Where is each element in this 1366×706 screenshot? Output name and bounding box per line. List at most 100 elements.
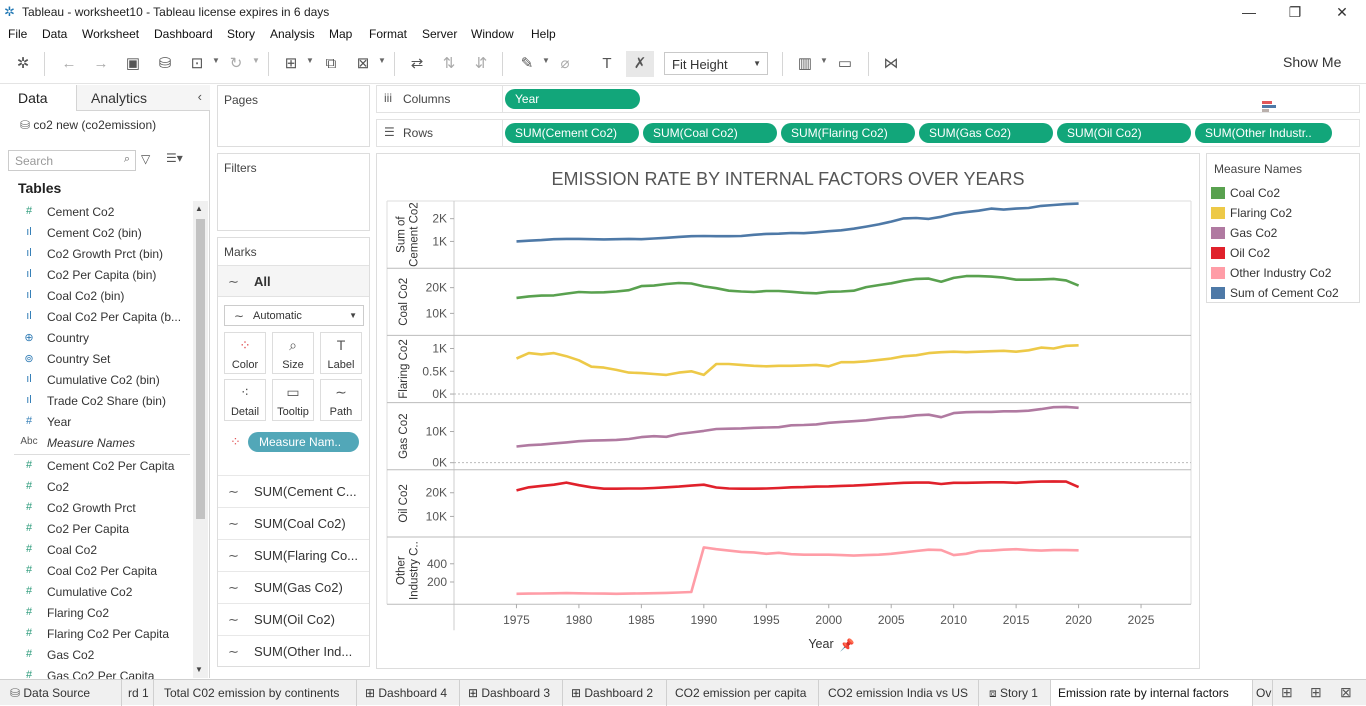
measure-names-pill[interactable]: Measure Nam.. [248,432,359,452]
path-button[interactable]: ∼ Path [320,379,362,421]
tab-analytics[interactable]: Analytics ‹ [76,85,210,111]
menu-story[interactable]: Story [227,27,256,41]
chevron-down-icon[interactable]: ▼ [820,56,828,65]
field-item[interactable]: # Cement Co2 Per Capita [0,455,192,476]
field-item[interactable]: ıl Cumulative Co2 (bin) [0,369,192,390]
save-icon[interactable]: ▣ [125,55,141,72]
rows-pill-oil[interactable]: SUM(Oil Co2) [1057,123,1191,143]
new-datasource-icon[interactable]: ⛁ [158,55,172,72]
show-mark-labels-icon[interactable]: T [602,55,612,72]
show-me-icon[interactable] [1262,100,1276,114]
tab-sheet[interactable]: CO2 emission India vs US [819,680,979,706]
legend-item[interactable]: Sum of Cement Co2 [1211,283,1359,303]
sort-ascending-icon[interactable]: ⇅ [442,55,456,72]
field-item[interactable]: ıl Co2 Growth Prct (bin) [0,243,192,264]
clear-sheet-icon[interactable]: ⊠ [356,55,370,72]
chevron-down-icon[interactable]: ▼ [252,56,260,65]
field-item[interactable]: # Co2 Growth Prct [0,497,192,518]
view-options-icon[interactable]: ☰▾ [166,151,183,165]
filters-shelf[interactable]: Filters [217,153,370,231]
field-item[interactable]: # Flaring Co2 [0,602,192,623]
refresh-icon[interactable]: ↻ [229,55,243,72]
menu-help[interactable]: Help [531,27,556,41]
collapse-pane-icon[interactable]: ‹ [197,89,202,104]
presentation-mode-icon[interactable]: ▭ [837,55,853,72]
color-button[interactable]: ⁘ Color [224,332,266,374]
search-input[interactable]: Search ⌕ [8,150,136,171]
menu-map[interactable]: Map [329,27,353,41]
legend-item[interactable]: Flaring Co2 [1211,203,1359,223]
scroll-up-icon[interactable]: ▲ [195,204,203,213]
marks-measure-tab[interactable]: ∼ SUM(Oil Co2) [218,603,369,635]
swap-rows-columns-icon[interactable]: ⇄ [410,55,424,72]
scroll-down-icon[interactable]: ▼ [195,665,203,674]
field-item[interactable]: # Co2 [0,476,192,497]
tab-data[interactable]: Data [0,85,75,111]
highlight-icon[interactable]: ✎ [520,55,534,72]
share-icon[interactable]: ⋈ [883,55,899,72]
new-dashboard-icon[interactable]: ⊞ [1310,684,1322,700]
new-worksheet-icon[interactable]: ⊞ [284,55,298,72]
menu-dashboard[interactable]: Dashboard [154,27,213,41]
datasource-name[interactable]: ⛁ co2 new (co2emission) [20,118,157,132]
group-members-icon[interactable]: ⌀ [560,55,570,72]
legend-item[interactable]: Other Industry Co2 [1211,263,1359,283]
chevron-down-icon[interactable]: ▼ [542,56,550,65]
rows-pill-cement[interactable]: SUM(Cement Co2) [505,123,639,143]
menu-server[interactable]: Server [422,27,458,41]
field-item[interactable]: ıl Coal Co2 (bin) [0,285,192,306]
marks-all-tab[interactable]: ∼ All [218,265,369,297]
duplicate-sheet-icon[interactable]: ⧉ [325,55,337,72]
field-item[interactable]: ıl Cement Co2 (bin) [0,222,192,243]
pages-shelf[interactable]: Pages [217,85,370,147]
field-item[interactable]: ıl Coal Co2 Per Capita (b... [0,306,192,327]
menu-worksheet[interactable]: Worksheet [82,27,140,41]
fit-select[interactable]: Fit Height ▼ [664,52,768,75]
tab-data-source[interactable]: ⛁ Data Source [0,680,122,706]
detail-button[interactable]: ⁖ Detail [224,379,266,421]
size-button[interactable]: ⌕ Size [272,332,314,374]
menu-format[interactable]: Format [369,27,408,41]
chevron-down-icon[interactable]: ▼ [378,56,386,65]
tab-sheet[interactable]: Ov [1253,680,1273,706]
marks-measure-tab[interactable]: ∼ SUM(Flaring Co... [218,539,369,571]
field-item[interactable]: ıl Co2 Per Capita (bin) [0,264,192,285]
menu-window[interactable]: Window [471,27,514,41]
columns-pill-year[interactable]: Year [505,89,640,109]
tab-sheet[interactable]: rd 1 [122,680,154,706]
legend-item[interactable]: Coal Co2 [1211,183,1359,203]
field-item[interactable]: ⊕ Country [0,327,192,348]
field-item[interactable]: # Cement Co2 [0,201,192,222]
fix-axes-icon[interactable]: ✗ [626,51,654,77]
rows-pill-gas[interactable]: SUM(Gas Co2) [919,123,1053,143]
scrollbar-thumb[interactable] [196,219,205,519]
legend-item[interactable]: Oil Co2 [1211,243,1359,263]
field-item[interactable]: # Year [0,411,192,432]
menu-data[interactable]: Data [42,27,68,41]
rows-pill-flaring[interactable]: SUM(Flaring Co2) [781,123,915,143]
tab-dashboard[interactable]: ⊞ Dashboard 4 [357,680,460,706]
redo-icon[interactable]: → [93,55,109,72]
rows-shelf[interactable]: ☰ Rows SUM(Cement Co2) SUM(Coal Co2) SUM… [376,119,1360,147]
chevron-down-icon[interactable]: ▼ [306,56,314,65]
field-item[interactable]: # Co2 Per Capita [0,518,192,539]
field-item[interactable]: # Gas Co2 [0,644,192,665]
minimize-button[interactable]: — [1242,4,1256,20]
columns-shelf[interactable]: iii Columns Year [376,85,1360,113]
chevron-down-icon[interactable]: ▼ [212,56,220,65]
line-chart[interactable]: EMISSION RATE BY INTERNAL FACTORS OVER Y… [377,154,1199,668]
rows-pill-other[interactable]: SUM(Other Industr.. [1195,123,1332,143]
marks-measure-tab[interactable]: ∼ SUM(Coal Co2) [218,507,369,539]
marks-measure-tab[interactable]: ∼ SUM(Cement C... [218,475,369,507]
tab-dashboard[interactable]: ⊞ Dashboard 2 [563,680,667,706]
field-item[interactable]: ⊚ Country Set [0,348,192,369]
menu-file[interactable]: File [8,27,28,41]
field-item[interactable]: Abc Measure Names [0,432,192,453]
tableau-home-icon[interactable]: ✲ [16,55,30,72]
label-button[interactable]: T Label [320,332,362,374]
sort-descending-icon[interactable]: ⇵ [474,55,488,72]
restore-button[interactable]: ❐ [1288,4,1302,20]
field-item[interactable]: ıl Trade Co2 Share (bin) [0,390,192,411]
tab-story[interactable]: ⧈ Story 1 [979,680,1051,706]
tab-sheet[interactable]: Total C02 emission by continents [154,680,357,706]
